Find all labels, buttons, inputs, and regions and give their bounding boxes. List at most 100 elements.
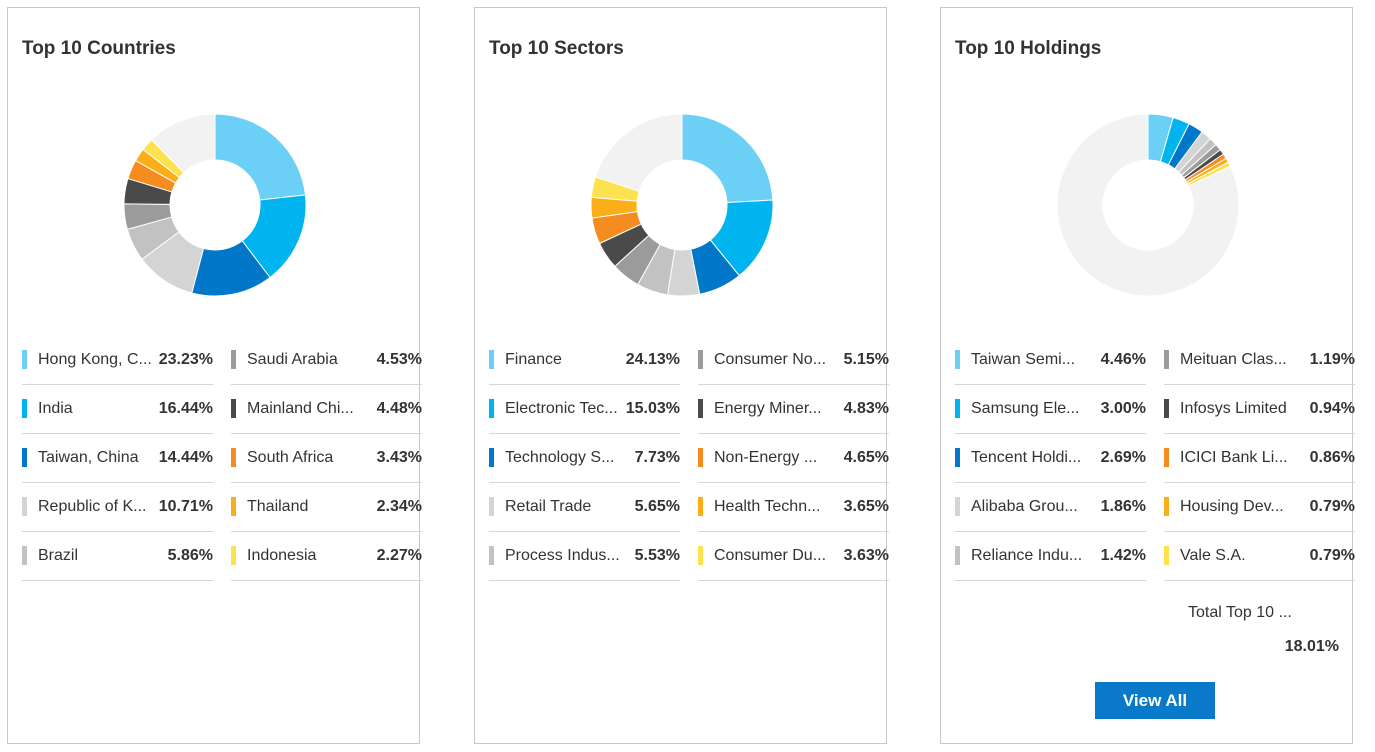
legend-item[interactable]: Reliance Indu... 1.42% [955, 532, 1146, 581]
legend-item[interactable]: Vale S.A. 0.79% [1164, 532, 1355, 581]
card-title: Top 10 Countries [22, 38, 176, 59]
legend-label: Reliance Indu... [971, 547, 1083, 564]
legend-right: Meituan Clas... 1.19% Infosys Limited 0.94%… [1164, 336, 1355, 581]
legend-item[interactable]: Republic of K... 10.71% [22, 483, 213, 532]
donut-slice[interactable] [681, 113, 774, 204]
legend-swatch [1164, 448, 1169, 467]
legend-swatch [231, 497, 236, 516]
legend-label: Meituan Clas... [1180, 351, 1287, 368]
legend-swatch [1164, 350, 1169, 369]
legend-left: Taiwan Semi... 4.46% Samsung Ele... 3.00% Te… [955, 336, 1146, 581]
legend-value: 4.53% [376, 351, 422, 368]
legend-label: India [38, 400, 73, 417]
legend-item[interactable]: Indonesia 2.27% [231, 532, 422, 581]
legend-item[interactable]: Finance 24.13% [489, 336, 680, 385]
legend-swatch [1164, 497, 1169, 516]
legend-swatch [22, 448, 27, 467]
donut-slice-remainder [1056, 113, 1240, 297]
legend-swatch [698, 350, 703, 369]
legend-label: ICICI Bank Li... [1180, 449, 1288, 466]
legend-value: 5.86% [167, 547, 213, 564]
legend-item[interactable]: Tencent Holdi... 2.69% [955, 434, 1146, 483]
legend-value: 1.42% [1100, 547, 1146, 564]
legend-value: 2.27% [376, 547, 422, 564]
legend-item[interactable]: Taiwan, China 14.44% [22, 434, 213, 483]
legend-swatch [1164, 399, 1169, 418]
legend-value: 5.65% [634, 498, 680, 515]
legend-value: 24.13% [625, 351, 680, 368]
legend-swatch [1164, 546, 1169, 565]
legend-item[interactable]: Hong Kong, C... 23.23% [22, 336, 213, 385]
legend-item[interactable]: Meituan Clas... 1.19% [1164, 336, 1355, 385]
legend-item[interactable]: India 16.44% [22, 385, 213, 434]
legend-item[interactable]: Housing Dev... 0.79% [1164, 483, 1355, 532]
legend-item[interactable]: Saudi Arabia 4.53% [231, 336, 422, 385]
legend-item[interactable]: Infosys Limited 0.94% [1164, 385, 1355, 434]
legend-item[interactable]: Samsung Ele... 3.00% [955, 385, 1146, 434]
legend-value: 1.86% [1100, 498, 1146, 515]
countries-donut-chart [123, 113, 307, 297]
view-all-button[interactable]: View All [1095, 682, 1215, 719]
legend-swatch [231, 448, 236, 467]
legend-item[interactable]: Process Indus... 5.53% [489, 532, 680, 581]
legend-swatch [698, 497, 703, 516]
legend-value: 15.03% [625, 400, 680, 417]
legend-label: Samsung Ele... [971, 400, 1080, 417]
legend-value: 5.53% [634, 547, 680, 564]
legend-label: Non-Energy ... [714, 449, 818, 466]
legend-label: Vale S.A. [1180, 547, 1246, 564]
legend-item[interactable]: South Africa 3.43% [231, 434, 422, 483]
legend-value: 0.94% [1309, 400, 1355, 417]
legend-label: Consumer No... [714, 351, 827, 368]
legend-swatch [489, 497, 494, 516]
legend-item[interactable]: Technology S... 7.73% [489, 434, 680, 483]
legend-swatch [22, 399, 27, 418]
holdings-donut-chart [1056, 113, 1240, 297]
legend-swatch [231, 546, 236, 565]
legend-item[interactable]: Energy Miner... 4.83% [698, 385, 889, 434]
legend-item[interactable]: Consumer Du... 3.63% [698, 532, 889, 581]
legend-item[interactable]: Retail Trade 5.65% [489, 483, 680, 532]
legend-label: Saudi Arabia [247, 351, 338, 368]
legend-swatch [955, 497, 960, 516]
sectors-donut-chart [590, 113, 774, 297]
legend-swatch [489, 546, 494, 565]
legend-left: Finance 24.13% Electronic Tec... 15.03% Tech… [489, 336, 680, 581]
legend-label: Republic of K... [38, 498, 147, 515]
legend-label: Health Techn... [714, 498, 821, 515]
legend-item[interactable]: ICICI Bank Li... 0.86% [1164, 434, 1355, 483]
legend-swatch [22, 350, 27, 369]
legend-item[interactable]: Mainland Chi... 4.48% [231, 385, 422, 434]
legend-item[interactable]: Brazil 5.86% [22, 532, 213, 581]
legend-item[interactable]: Thailand 2.34% [231, 483, 422, 532]
legend-item[interactable]: Health Techn... 3.65% [698, 483, 889, 532]
legend-swatch [231, 350, 236, 369]
legend-value: 7.73% [634, 449, 680, 466]
legend-label: Retail Trade [505, 498, 592, 515]
legend-label: Energy Miner... [714, 400, 822, 417]
legend-value: 2.69% [1100, 449, 1146, 466]
legend-value: 14.44% [158, 449, 213, 466]
legend-item[interactable]: Non-Energy ... 4.65% [698, 434, 889, 483]
legend-value: 1.19% [1309, 351, 1355, 368]
legend-label: Taiwan, China [38, 449, 139, 466]
legend-item[interactable]: Consumer No... 5.15% [698, 336, 889, 385]
donut-slice[interactable] [214, 113, 306, 201]
legend-label: Mainland Chi... [247, 400, 354, 417]
legend-swatch [489, 399, 494, 418]
legend-item[interactable]: Electronic Tec... 15.03% [489, 385, 680, 434]
legend-left: Hong Kong, C... 23.23% India 16.44% Taiwan, … [22, 336, 213, 581]
legend-value: 16.44% [158, 400, 213, 417]
legend-label: Thailand [247, 498, 309, 515]
legend-swatch [698, 448, 703, 467]
legend-label: Tencent Holdi... [971, 449, 1082, 466]
legend-swatch [22, 546, 27, 565]
legend-item[interactable]: Alibaba Grou... 1.86% [955, 483, 1146, 532]
legend-label: Hong Kong, C... [38, 351, 152, 368]
legend-item[interactable]: Taiwan Semi... 4.46% [955, 336, 1146, 385]
legend-value: 4.48% [376, 400, 422, 417]
legend-value: 3.43% [376, 449, 422, 466]
legend-value: 4.83% [843, 400, 889, 417]
legend-label: Taiwan Semi... [971, 351, 1076, 368]
legend-swatch [489, 448, 494, 467]
